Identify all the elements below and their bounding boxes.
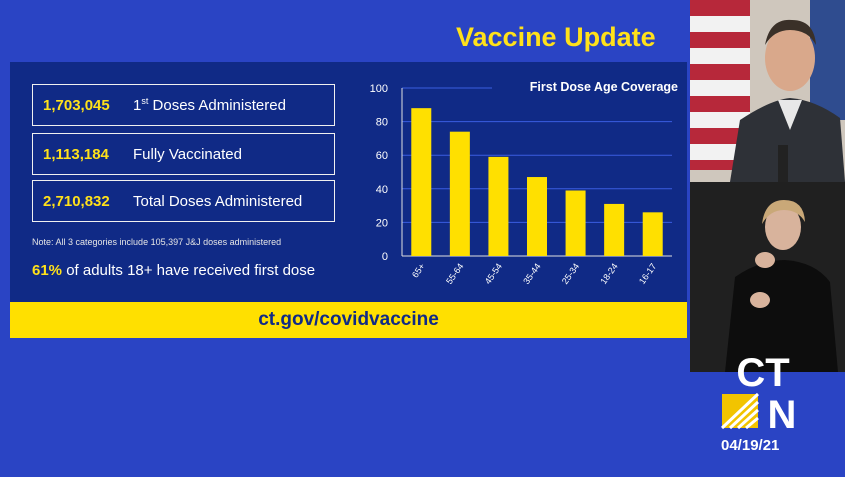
bar bbox=[449, 131, 470, 256]
page-title: Vaccine Update bbox=[456, 22, 656, 52]
stat-first-doses: 1,703,045 1st Doses Administered bbox=[32, 84, 335, 126]
y-tick-label: 20 bbox=[376, 217, 388, 229]
x-tick-label: 16-17 bbox=[637, 261, 658, 286]
stat-value: 1,113,184 bbox=[43, 145, 109, 163]
chart-title: First Dose Age Coverage bbox=[530, 80, 678, 94]
x-tick-label: 45-54 bbox=[483, 261, 504, 286]
y-tick-label: 0 bbox=[382, 251, 388, 263]
stat-label: Total Doses Administered bbox=[133, 192, 303, 210]
website-banner: ct.gov/covidvaccine bbox=[10, 302, 687, 338]
ctn-logo-image: CT N bbox=[720, 351, 797, 437]
stat-value: 2,710,832 bbox=[43, 192, 110, 210]
speaker-video bbox=[690, 0, 845, 182]
bar bbox=[565, 190, 586, 256]
ctn-emblem bbox=[720, 392, 760, 430]
svg-text:N: N bbox=[768, 393, 797, 436]
info-panel: 1,703,045 1st Doses Administered 1,113,1… bbox=[10, 62, 687, 302]
bar bbox=[642, 212, 663, 256]
x-tick-label: 25-34 bbox=[560, 261, 581, 286]
broadcast-date: 04/19/21 bbox=[721, 437, 780, 454]
doses-note: Note: All 3 categories include 105,397 J… bbox=[32, 237, 282, 247]
ctn-logo: CT N bbox=[718, 348, 808, 441]
bar bbox=[488, 156, 509, 256]
age-coverage-chart: 0 20 40 60 80 100 First Dose Age Coverage 65+ 55… bbox=[370, 77, 678, 286]
stat-value: 1,703,045 bbox=[43, 96, 110, 114]
x-tick-label: 55-64 bbox=[444, 261, 465, 286]
y-tick-label: 60 bbox=[376, 150, 388, 162]
us-flag-image bbox=[690, 0, 750, 170]
state-flag-image bbox=[810, 0, 845, 120]
chart-title-bg bbox=[492, 77, 678, 95]
interpreter-video bbox=[690, 182, 845, 372]
x-tick-label: 18-24 bbox=[598, 261, 619, 286]
y-tick-label: 80 bbox=[376, 117, 388, 129]
y-tick-label: 40 bbox=[376, 184, 388, 196]
website-url: ct.gov/covidvaccine bbox=[258, 309, 439, 330]
stat-label: Fully Vaccinated bbox=[133, 145, 242, 163]
bar bbox=[527, 177, 547, 256]
x-tick-label: 65+ bbox=[410, 261, 427, 279]
speaker-image bbox=[690, 0, 845, 182]
bar bbox=[604, 203, 625, 256]
stat-label: 1st Doses Administered bbox=[133, 95, 286, 114]
svg-text:CT: CT bbox=[736, 351, 789, 395]
bar bbox=[411, 108, 432, 256]
interpreter-image bbox=[690, 182, 845, 372]
y-tick-label: 100 bbox=[370, 83, 388, 95]
stat-fully-vaccinated: 1,113,184 Fully Vaccinated bbox=[32, 133, 335, 175]
stat-total-doses: 2,710,832 Total Doses Administered bbox=[32, 180, 335, 222]
x-tick-label: 35-44 bbox=[521, 261, 542, 286]
adults-coverage: 61% of adults 18+ have received first do… bbox=[32, 262, 316, 279]
